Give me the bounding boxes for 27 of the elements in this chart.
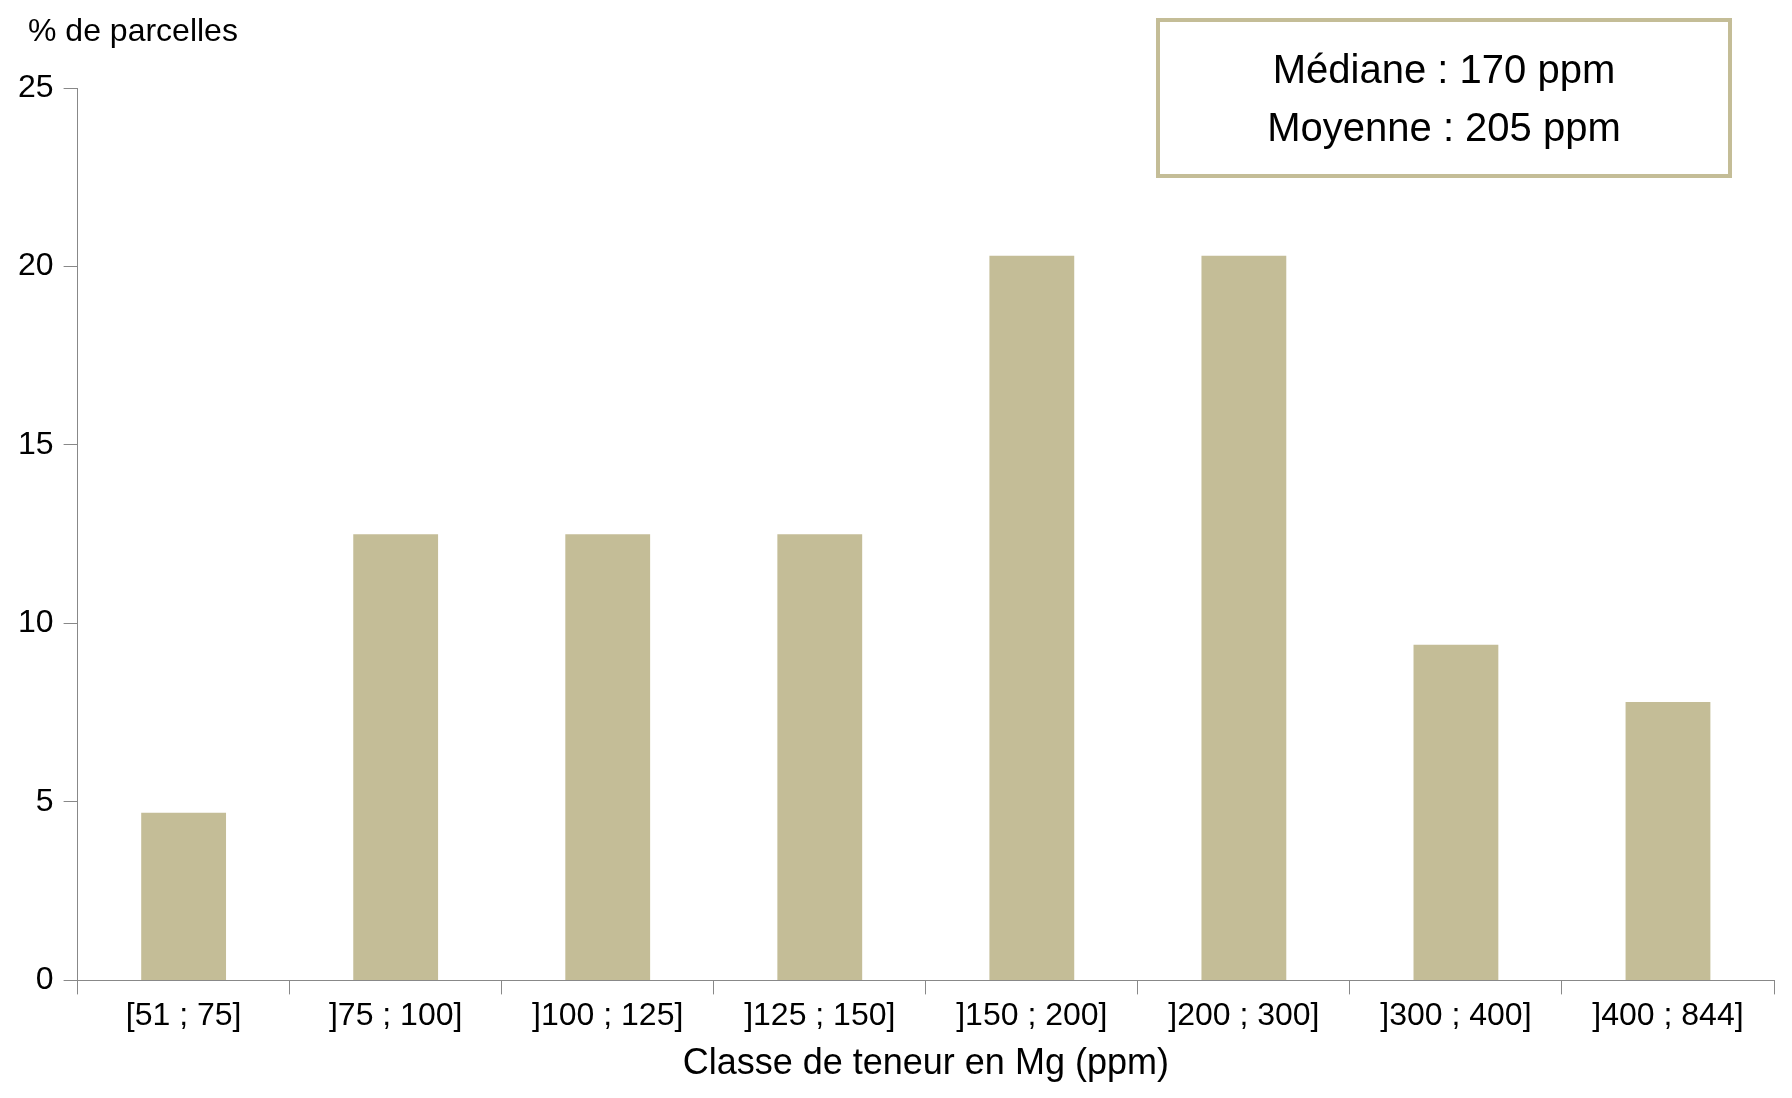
bar xyxy=(353,534,439,980)
bar xyxy=(565,534,651,980)
x-tick-label: ]300 ; 400] xyxy=(1380,996,1532,1033)
annotation: Moyenne : 205 ppm xyxy=(1266,104,1622,151)
bar xyxy=(141,812,227,980)
x-tick-label: ]125 ; 150] xyxy=(744,996,896,1033)
y-tick-label: 5 xyxy=(35,781,54,818)
annotation: Médiane : 170 ppm xyxy=(1271,46,1617,93)
x-tick-label: ]100 ; 125] xyxy=(532,996,684,1033)
y-tick-label: 10 xyxy=(18,603,54,640)
y-tick-label: 15 xyxy=(18,424,54,461)
y-tick-label: 0 xyxy=(35,960,54,997)
bar xyxy=(777,534,863,980)
x-tick-label: ]200 ; 300] xyxy=(1168,996,1320,1033)
x-tick-label: [51 ; 75] xyxy=(125,996,242,1033)
x-tick-label: ]75 ; 100] xyxy=(328,996,463,1033)
bar xyxy=(1625,701,1711,980)
bar xyxy=(989,255,1075,980)
x-axis-title: Classe de teneur en Mg (ppm) xyxy=(682,1041,1169,1083)
bar xyxy=(1413,644,1499,980)
x-tick-label: ]150 ; 200] xyxy=(956,996,1108,1033)
x-tick-label: ]400 ; 844] xyxy=(1592,996,1744,1033)
note-box: Médiane : 170 ppm Moyenne : 205 ppm xyxy=(1156,18,1732,178)
y-tick-label: 25 xyxy=(18,67,54,104)
y-tick-label: 20 xyxy=(18,246,54,283)
y-axis-title: % de parcelles xyxy=(28,11,238,48)
bar xyxy=(1201,255,1287,980)
